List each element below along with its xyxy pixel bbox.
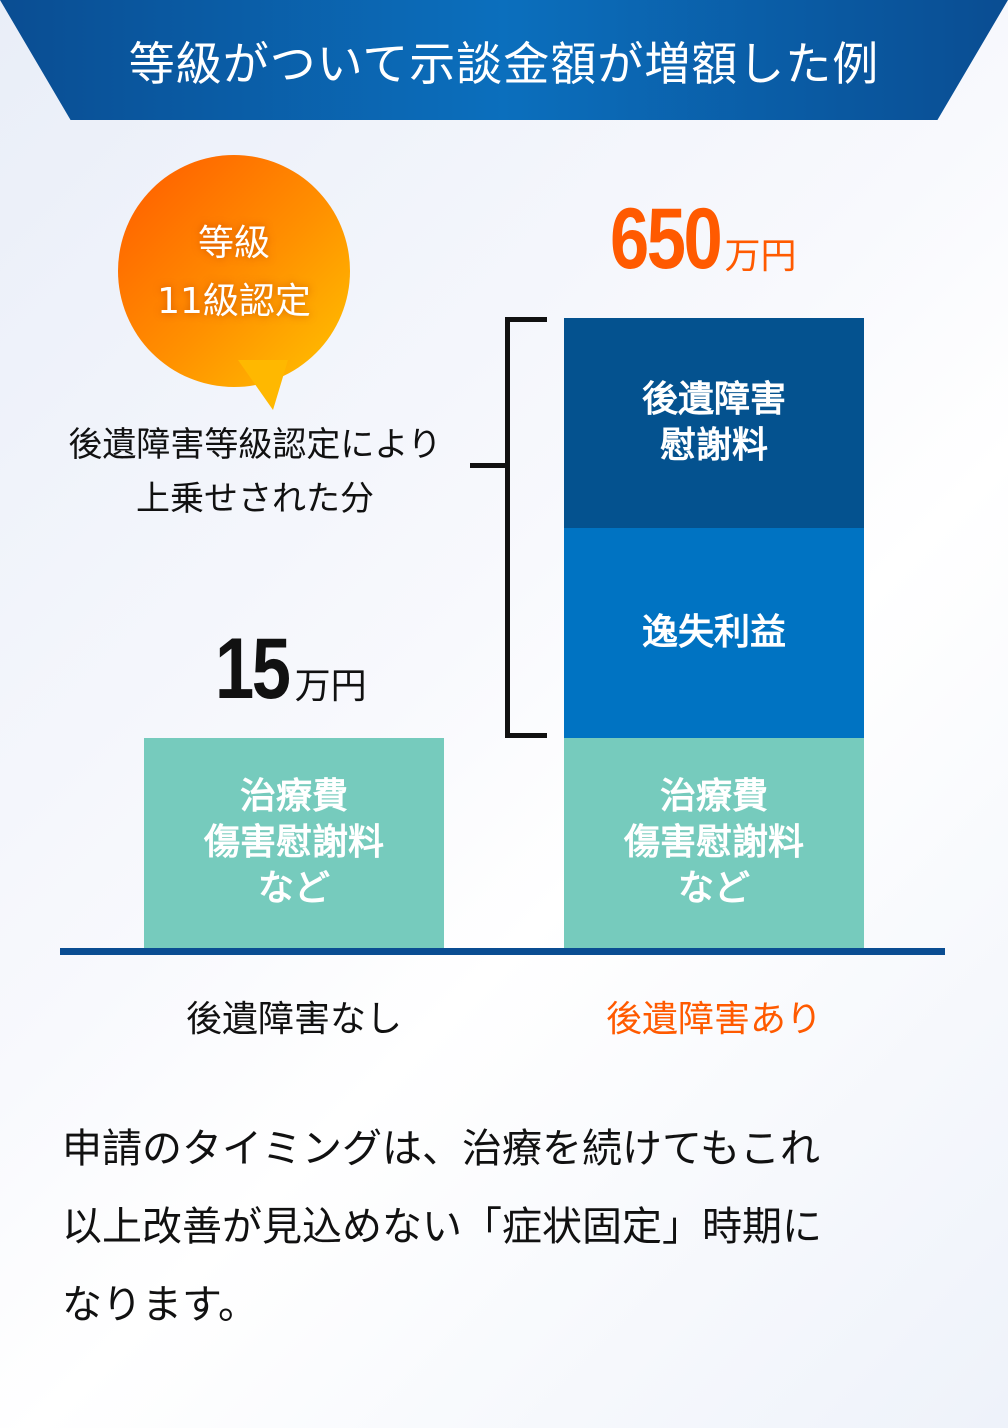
left-amount: 15 万円: [215, 620, 367, 719]
segment-line: 治療費: [659, 776, 768, 817]
bracket: [505, 317, 547, 738]
right-amount-value: 650: [610, 191, 723, 287]
bracket-note-line-2: 上乗せされた分: [136, 479, 374, 519]
baseline: [60, 948, 945, 955]
segment-line: 逸失利益: [641, 612, 786, 653]
badge-line-1: 等級: [197, 223, 270, 264]
left-segment-base: 治療費 傷害慰謝料 など: [144, 738, 444, 948]
left-amount-unit: 万円: [294, 665, 367, 706]
right-amount: 650 万円: [610, 190, 797, 289]
description-line: なります。: [62, 1282, 258, 1328]
segment-line: 後遺障害: [641, 379, 786, 420]
segment-line: 慰謝料: [659, 425, 768, 466]
description: 申請のタイミングは、治療を続けてもこれ 以上改善が見込めない「症状固定」時期に …: [62, 1110, 942, 1344]
badge-line-2: 11級認定: [157, 281, 311, 322]
segment-line: 傷害慰謝料: [623, 822, 804, 863]
right-segment-base: 治療費 傷害慰謝料 など: [564, 738, 864, 948]
description-line: 以上改善が見込めない「症状固定」時期に: [62, 1204, 822, 1250]
right-segment-lost-profits: 逸失利益: [564, 528, 864, 738]
bracket-tick: [470, 463, 507, 468]
segment-line: 治療費: [239, 776, 348, 817]
bracket-note-line-1: 後遺障害等級認定により: [68, 425, 442, 465]
right-segment-aftereffect-consolation: 後遺障害 慰謝料: [564, 318, 864, 528]
page-title: 等級がついて示談金額が増額した例: [128, 37, 880, 91]
left-column-label: 後遺障害なし: [185, 999, 402, 1040]
segment-line: 傷害慰謝料: [203, 822, 384, 863]
left-amount-value: 15: [215, 621, 291, 717]
grade-badge: [118, 155, 350, 387]
grade-badge-text: 等級 11級認定: [118, 215, 350, 331]
description-line: 申請のタイミングは、治療を続けてもこれ: [62, 1126, 820, 1172]
header-banner: [0, 0, 1008, 120]
segment-line: など: [677, 868, 750, 909]
bracket-note: 後遺障害等級認定により 上乗せされた分: [20, 418, 490, 526]
segment-line: など: [257, 868, 330, 909]
right-column-label: 後遺障害あり: [605, 999, 822, 1040]
right-amount-unit: 万円: [724, 235, 797, 276]
